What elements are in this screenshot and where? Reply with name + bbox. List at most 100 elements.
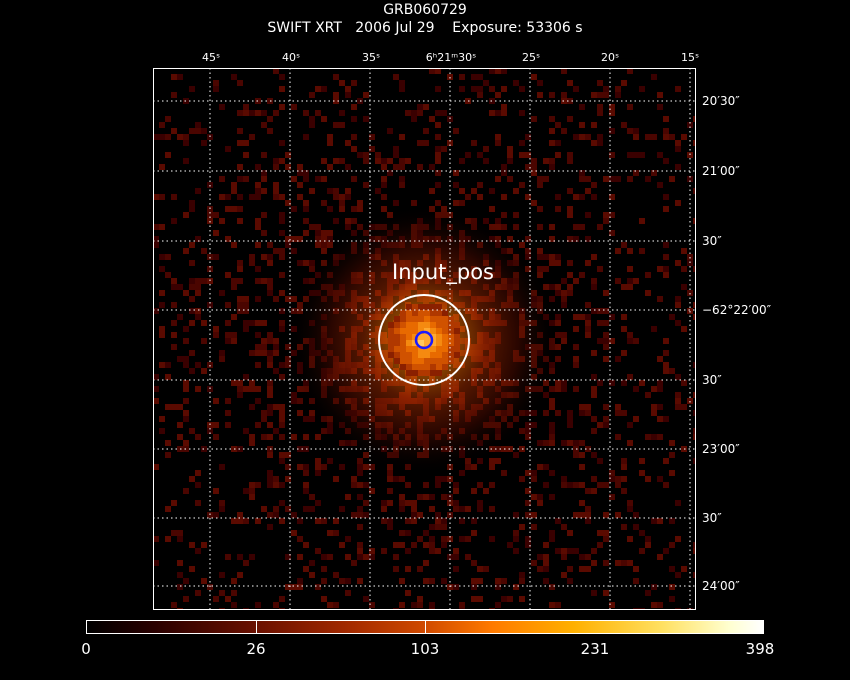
core-pixel bbox=[430, 358, 436, 364]
photon-pixel bbox=[597, 308, 603, 314]
core-pixel bbox=[436, 304, 442, 310]
core-pixel bbox=[406, 364, 412, 370]
photon-pixel bbox=[417, 596, 423, 602]
photon-pixel bbox=[171, 530, 177, 536]
photon-pixel bbox=[531, 476, 537, 482]
photon-pixel bbox=[663, 134, 669, 140]
photon-pixel bbox=[603, 308, 609, 314]
photon-pixel bbox=[609, 128, 615, 134]
photon-pixel bbox=[267, 284, 273, 290]
photon-pixel bbox=[501, 596, 507, 602]
core-pixel bbox=[424, 334, 430, 340]
photon-pixel bbox=[477, 596, 483, 602]
photon-pixel bbox=[561, 380, 567, 386]
photon-pixel bbox=[579, 170, 585, 176]
photon-pixel bbox=[255, 518, 261, 524]
photon-pixel bbox=[357, 512, 363, 518]
photon-pixel bbox=[267, 254, 273, 260]
photon-pixel bbox=[669, 596, 675, 602]
photon-pixel bbox=[285, 584, 291, 590]
core-pixel bbox=[406, 304, 412, 310]
core-pixel bbox=[418, 310, 424, 316]
photon-pixel bbox=[273, 602, 279, 608]
photon-pixel bbox=[171, 500, 177, 506]
photon-pixel bbox=[237, 176, 243, 182]
photon-pixel bbox=[501, 68, 507, 74]
photon-pixel bbox=[663, 116, 669, 122]
photon-pixel bbox=[279, 326, 285, 332]
photon-pixel bbox=[189, 284, 195, 290]
photon-pixel bbox=[567, 260, 573, 266]
photon-pixel bbox=[579, 500, 585, 506]
photon-pixel bbox=[489, 68, 495, 74]
photon-pixel bbox=[537, 206, 543, 212]
core-pixel bbox=[412, 346, 418, 352]
photon-pixel bbox=[309, 494, 315, 500]
photon-pixel bbox=[657, 554, 663, 560]
photon-pixel bbox=[177, 314, 183, 320]
photon-pixel bbox=[441, 146, 447, 152]
core-pixel bbox=[436, 364, 442, 370]
photon-pixel bbox=[657, 386, 663, 392]
photon-pixel bbox=[357, 524, 363, 530]
photon-pixel bbox=[555, 548, 561, 554]
photon-pixel bbox=[693, 218, 696, 224]
photon-pixel bbox=[393, 566, 399, 572]
photon-pixel bbox=[225, 146, 231, 152]
photon-pixel bbox=[561, 128, 567, 134]
photon-pixel bbox=[657, 266, 663, 272]
photon-pixel bbox=[651, 170, 657, 176]
dec-tick-label: 21′00″ bbox=[702, 164, 740, 178]
photon-pixel bbox=[273, 248, 279, 254]
photon-pixel bbox=[231, 602, 237, 608]
photon-pixel bbox=[285, 242, 291, 248]
photon-pixel bbox=[411, 542, 417, 548]
photon-pixel bbox=[297, 398, 303, 404]
photon-pixel bbox=[633, 152, 639, 158]
photon-pixel bbox=[555, 518, 561, 524]
photon-pixel bbox=[567, 80, 573, 86]
photon-pixel bbox=[585, 236, 591, 242]
core-pixel bbox=[442, 340, 448, 346]
photon-pixel bbox=[459, 518, 465, 524]
photon-pixel bbox=[507, 152, 513, 158]
photon-pixel bbox=[159, 122, 165, 128]
photon-pixel bbox=[537, 266, 543, 272]
photon-pixel bbox=[615, 356, 621, 362]
photon-pixel bbox=[417, 104, 423, 110]
photon-pixel bbox=[237, 194, 243, 200]
photon-pixel bbox=[267, 332, 273, 338]
photon-pixel bbox=[429, 542, 435, 548]
photon-pixel bbox=[549, 440, 555, 446]
photon-pixel bbox=[249, 254, 255, 260]
photon-pixel bbox=[675, 404, 681, 410]
photon-pixel bbox=[447, 536, 453, 542]
core-pixel bbox=[418, 352, 424, 358]
photon-pixel bbox=[183, 578, 189, 584]
photon-pixel bbox=[279, 140, 285, 146]
photon-pixel bbox=[357, 482, 363, 488]
photon-pixel bbox=[423, 104, 429, 110]
photon-pixel bbox=[345, 218, 351, 224]
photon-pixel bbox=[237, 518, 243, 524]
photon-pixel bbox=[339, 578, 345, 584]
photon-pixel bbox=[639, 530, 645, 536]
photon-pixel bbox=[603, 338, 609, 344]
photon-pixel bbox=[645, 476, 651, 482]
photon-pixel bbox=[339, 542, 345, 548]
photon-pixel bbox=[603, 590, 609, 596]
photon-pixel bbox=[471, 464, 477, 470]
photon-pixel bbox=[573, 512, 579, 518]
photon-pixel bbox=[693, 392, 696, 398]
photon-pixel bbox=[633, 566, 639, 572]
photon-pixel bbox=[537, 80, 543, 86]
photon-pixel bbox=[339, 194, 345, 200]
photon-pixel bbox=[537, 92, 543, 98]
photon-pixel bbox=[585, 446, 591, 452]
core-pixel bbox=[412, 316, 418, 322]
photon-pixel bbox=[483, 566, 489, 572]
photon-pixel bbox=[237, 278, 243, 284]
photon-pixel bbox=[549, 224, 555, 230]
photon-pixel bbox=[651, 518, 657, 524]
photon-pixel bbox=[471, 530, 477, 536]
